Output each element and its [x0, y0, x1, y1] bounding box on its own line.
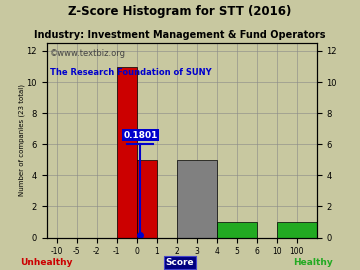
- Text: ©www.textbiz.org: ©www.textbiz.org: [50, 49, 126, 58]
- Text: Score: Score: [166, 258, 194, 267]
- Text: 0.1801: 0.1801: [123, 131, 158, 140]
- Text: Healthy: Healthy: [293, 258, 333, 267]
- Bar: [277, 222, 317, 238]
- Text: Z-Score Histogram for STT (2016): Z-Score Histogram for STT (2016): [68, 5, 292, 18]
- Y-axis label: Number of companies (23 total): Number of companies (23 total): [19, 85, 25, 196]
- Text: Unhealthy: Unhealthy: [21, 258, 73, 267]
- Bar: [177, 160, 217, 238]
- Bar: [217, 222, 257, 238]
- Text: Industry: Investment Management & Fund Operators: Industry: Investment Management & Fund O…: [34, 30, 326, 40]
- Bar: [117, 66, 137, 238]
- Bar: [137, 160, 157, 238]
- Text: The Research Foundation of SUNY: The Research Foundation of SUNY: [50, 69, 211, 77]
